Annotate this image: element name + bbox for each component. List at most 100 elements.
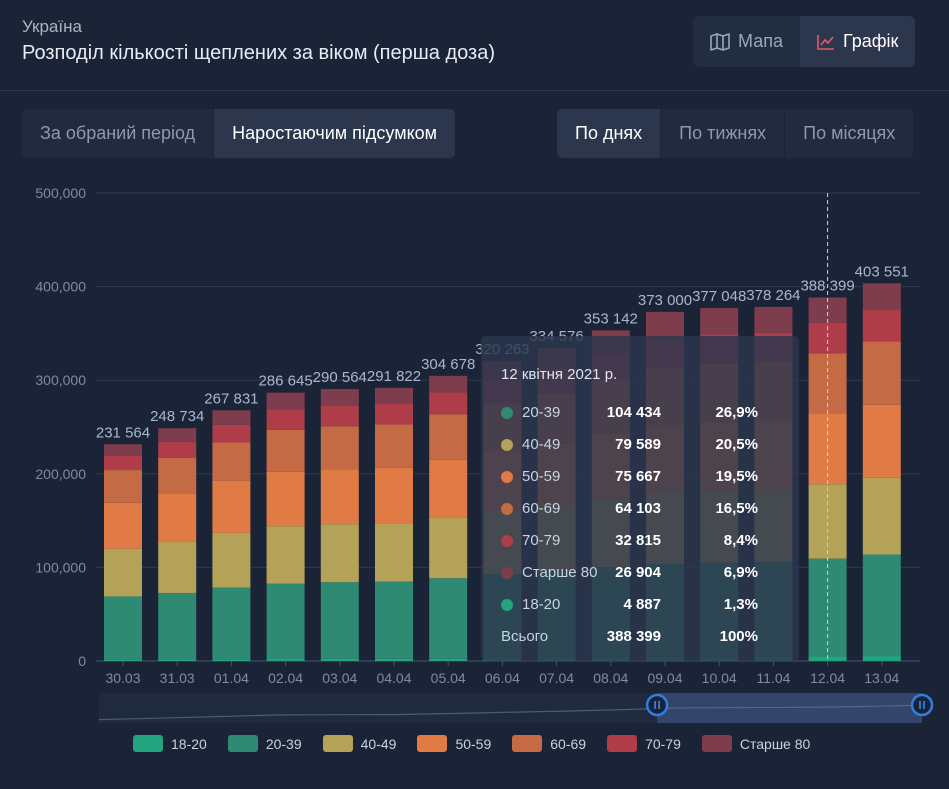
bar-segment[interactable] [320,524,359,583]
bar-segment[interactable] [266,526,305,584]
x-tick-label: 07.04 [539,670,574,686]
bar-segment[interactable] [429,459,468,518]
bar-segment[interactable] [375,424,413,468]
legend-item-40-49[interactable]: 40-49 [322,735,396,752]
bar-segment[interactable] [212,587,251,660]
legend-label: Старше 80 [739,735,811,752]
bar-segment[interactable] [104,456,142,471]
bar-segment[interactable] [429,658,468,661]
bar-segment[interactable] [375,467,413,524]
bar-segment[interactable] [320,469,359,525]
chart-view-button[interactable]: Графік [799,16,916,67]
bar-segment[interactable] [754,306,793,333]
bar-segment[interactable] [862,309,901,342]
bar-segment[interactable] [158,441,197,458]
bar-segment[interactable] [266,471,305,527]
bar-segment[interactable] [212,480,251,533]
tooltip-total-pct: 100% [719,628,758,645]
bar-segment[interactable] [320,658,359,661]
bar-segment[interactable] [375,581,413,659]
legend-item-20-39[interactable]: 20-39 [227,735,302,752]
bar-segment[interactable] [646,311,684,339]
bar-total-label: 353 142 [584,310,638,327]
bar-segment[interactable] [104,470,142,503]
legend-item-70-79[interactable]: 70-79 [607,735,681,752]
tooltip-total-row: Всього 388 399 100% [481,627,799,647]
bar-segment[interactable] [429,392,468,415]
x-tick-label: 12.04 [810,670,845,686]
x-tick-label: 31.03 [160,670,195,686]
series-dot-icon [501,503,513,515]
bar-segment[interactable] [212,659,251,661]
bar-segment[interactable] [862,477,901,555]
view-toggle: Мапа Графік [693,16,916,67]
bar-segment[interactable] [429,414,468,460]
tab-cumulative[interactable]: Наростаючим підсумком [214,109,456,158]
legend-item-18-20[interactable]: 18-20 [133,735,207,752]
bar-segment[interactable] [158,659,197,661]
bar-segment[interactable] [158,428,197,442]
tooltip-row: Старше 80 26 904 6,9% [481,563,799,583]
bar-segment[interactable] [375,403,413,425]
bar-segment[interactable] [862,404,901,478]
bar-segment[interactable] [212,442,251,481]
legend-item-over-80[interactable]: Старше 80 [701,735,811,752]
bar-segment[interactable] [158,457,197,494]
bar-segment[interactable] [429,375,468,393]
bar-segment[interactable] [158,493,197,542]
bar-segment[interactable] [266,659,305,661]
bar-segment[interactable] [266,392,305,410]
legend-item-60-69[interactable]: 60-69 [512,735,586,752]
mode-tabs: За обраний період Наростаючим підсумком [22,109,456,158]
bar-segment[interactable] [266,409,305,430]
tab-selected-period[interactable]: За обраний період [22,109,215,158]
tab-by-weeks[interactable]: По тижнях [661,109,786,158]
tooltip-series-value: 79 589 [615,436,661,453]
bar-segment[interactable] [862,656,901,661]
tooltip-series-pct: 20,5% [715,436,758,453]
bar-segment[interactable] [320,389,359,406]
bar-segment[interactable] [862,554,901,657]
bar-segment[interactable] [104,659,142,661]
bar-segment[interactable] [862,341,901,405]
tooltip-series-value: 64 103 [615,500,661,517]
bar-segment[interactable] [429,517,468,579]
zoom-handle[interactable] [910,693,934,717]
x-tick-label: 09.04 [647,670,682,686]
series-dot-icon [501,407,513,419]
x-tick-label: 06.04 [485,670,520,686]
bar-segment[interactable] [266,429,305,472]
bar-segment[interactable] [104,502,142,549]
bar-segment[interactable] [320,405,359,427]
bar-segment[interactable] [212,532,251,588]
legend-swatch-icon [133,735,163,752]
legend-item-50-59[interactable]: 50-59 [417,735,491,752]
y-tick-label: 200,000 [35,466,86,482]
bar-segment[interactable] [862,283,901,310]
bar-segment[interactable] [104,444,142,457]
bar-segment[interactable] [212,410,251,425]
tooltip-series-pct: 8,4% [723,532,758,549]
tab-by-months[interactable]: По місяцях [785,109,914,158]
bar-segment[interactable] [320,426,359,470]
bar-segment[interactable] [158,541,197,593]
x-tick-label: 05.04 [431,670,466,686]
zoom-selection[interactable] [657,693,922,723]
header: Україна Розподіл кількості щеплених за в… [0,0,949,91]
bar-total-label: 377 048 [692,288,746,305]
bar-segment[interactable] [104,596,142,660]
tab-by-days[interactable]: По днях [557,109,662,158]
bar-segment[interactable] [158,592,197,660]
zoom-handle[interactable] [645,693,669,717]
bar-segment[interactable] [212,424,251,443]
map-view-button[interactable]: Мапа [693,16,800,67]
bar-segment[interactable] [104,548,142,597]
bar-segment[interactable] [320,582,359,659]
bar-segment[interactable] [375,658,413,661]
bar-segment[interactable] [266,583,305,660]
bar-segment[interactable] [700,308,739,335]
bar-segment[interactable] [375,387,413,404]
bar-segment[interactable] [429,578,468,659]
map-view-label: Мапа [738,31,783,51]
bar-segment[interactable] [375,523,413,582]
